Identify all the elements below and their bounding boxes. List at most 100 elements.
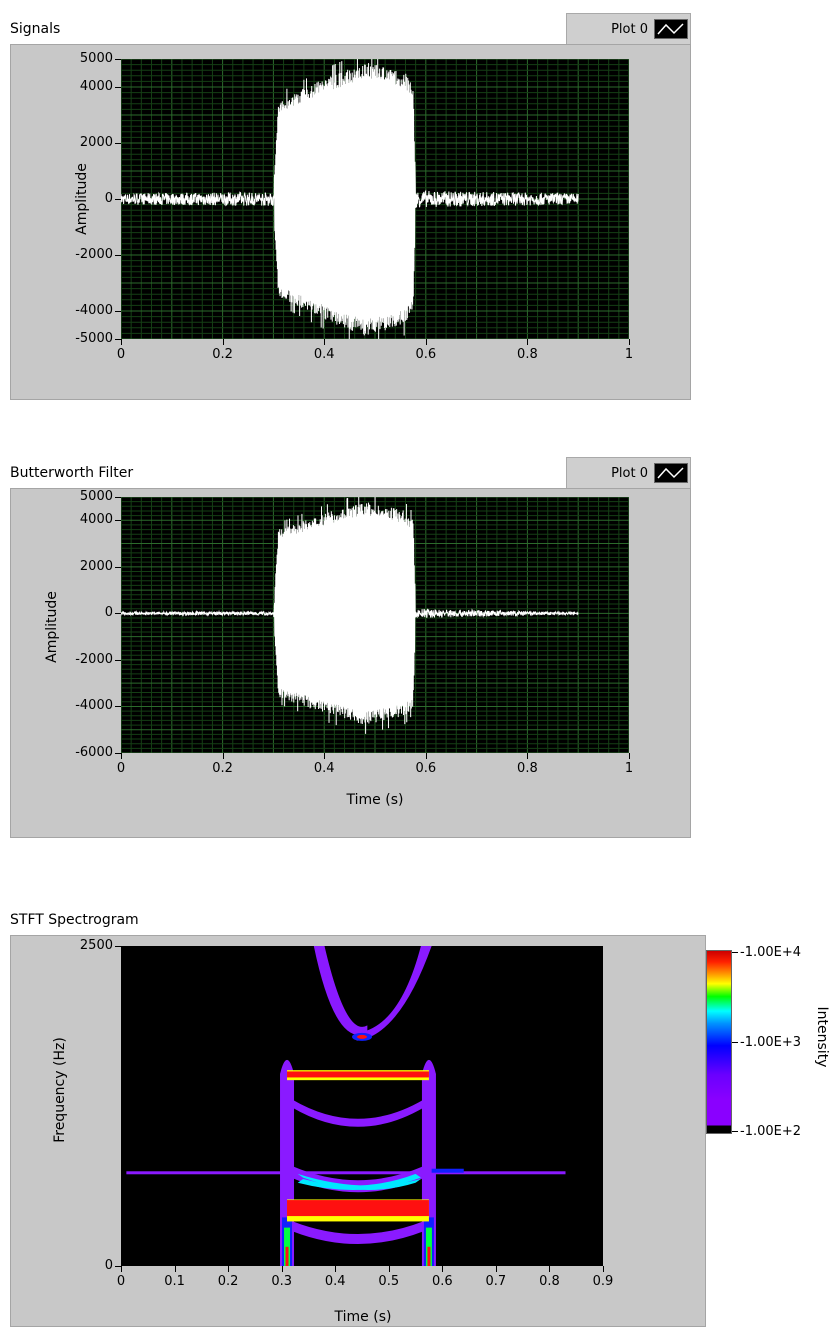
spectrogram-harmonic-arc	[292, 1221, 424, 1244]
spectrogram-x-tickmark	[281, 1266, 283, 1272]
line-plot-icon	[654, 19, 688, 39]
spectrogram-tone-line	[431, 1168, 464, 1173]
signals-y-tickmark	[115, 143, 121, 144]
spectrogram-x-tick-label: 0.6	[431, 1274, 453, 1289]
butterworth-y-tickmark	[115, 659, 121, 661]
signals-y-tickmark	[115, 339, 121, 340]
butterworth-plot-area[interactable]	[121, 497, 629, 753]
signals-y-tickmark	[115, 59, 121, 60]
spectrogram-offset-column	[427, 1246, 431, 1266]
spectrogram-x-tick-label: 0.7	[485, 1274, 507, 1289]
spectrogram-x-tickmark	[121, 1266, 122, 1272]
signals-y-tick-label: 4000	[79, 79, 113, 94]
signals-x-tick-label: 0.6	[415, 347, 437, 362]
signals-y-tickmark	[115, 255, 121, 256]
spectrogram-title: STFT Spectrogram	[10, 912, 139, 928]
signals-legend[interactable]: Plot 0	[566, 13, 691, 45]
spectrogram-x-tickmark	[442, 1266, 444, 1272]
spectrogram-upper-harmonic	[313, 946, 368, 1036]
spectrogram-harmonic-arc	[292, 1099, 424, 1127]
butterworth-x-tickmark	[324, 753, 326, 759]
butterworth-x-tick-label: 1	[624, 761, 634, 776]
signals-title: Signals	[10, 21, 61, 37]
colorbar-tickmark	[732, 952, 738, 953]
spectrogram-x-tickmark	[549, 1266, 551, 1272]
signals-y-tickmark	[115, 87, 121, 88]
signals-x-tickmark	[121, 339, 122, 345]
butterworth-title: Butterworth Filter	[10, 465, 134, 481]
butterworth-x-tick-label: 0	[116, 761, 126, 776]
butterworth-y-tickmark	[115, 520, 121, 522]
spectrogram-x-tickmark	[228, 1266, 230, 1272]
butterworth-legend-label: Plot 0	[611, 465, 648, 481]
signals-y-tick-label: 2000	[79, 135, 113, 150]
spectrogram-plot-area[interactable]	[121, 946, 603, 1266]
butterworth-x-tick-label: 0.4	[313, 761, 335, 776]
spectrogram-x-tickmark	[388, 1266, 390, 1272]
colorbar-tick-label: -1.00E+3	[740, 1035, 802, 1050]
butterworth-y-tickmark	[115, 497, 121, 498]
butterworth-series-plot-0	[121, 497, 579, 734]
signals-y-tick-label: -5000	[75, 331, 113, 346]
signals-y-tick-label: 0	[104, 191, 113, 206]
butterworth-x-axis-label: Time (s)	[346, 792, 404, 808]
butterworth-legend[interactable]: Plot 0	[566, 457, 691, 489]
signals-y-tickmark	[115, 199, 121, 200]
spectrogram-tone-line	[126, 1171, 566, 1175]
signals-x-tickmark	[629, 339, 630, 345]
butterworth-y-tick-label: 4000	[79, 512, 113, 528]
colorbar-title: Intensity	[814, 1006, 830, 1068]
spectrogram-x-tickmark	[174, 1266, 176, 1272]
butterworth-y-axis-label: Amplitude	[44, 591, 60, 663]
butterworth-y-tick-label: 0	[104, 605, 113, 621]
spectrogram-x-tick-label: 0.9	[592, 1274, 614, 1289]
signals-x-tick-label: 1	[624, 347, 634, 362]
signals-x-tick-label: 0	[116, 347, 126, 362]
signals-x-tick-label: 0.2	[212, 347, 233, 362]
signals-legend-label: Plot 0	[611, 21, 648, 37]
spectrogram-x-tick-label: 0.2	[217, 1274, 239, 1289]
colorbar-tickmark	[732, 1042, 738, 1043]
signals-x-tickmark	[324, 339, 326, 345]
butterworth-y-tickmark	[115, 753, 121, 754]
butterworth-y-tick-label: -2000	[75, 651, 113, 667]
signals-y-tick-label: 5000	[79, 51, 113, 66]
spectrogram-x-tick-label: 0	[116, 1274, 126, 1289]
line-plot-icon	[654, 463, 688, 483]
spectrogram-onset-column	[285, 1246, 289, 1266]
spectrogram-x-tickmark	[335, 1266, 337, 1272]
butterworth-x-tickmark	[425, 753, 427, 759]
spectrogram-harmonic-band-1500	[287, 1071, 429, 1078]
butterworth-y-tickmark	[115, 613, 121, 615]
spectrogram-x-tick-label: 0.1	[164, 1274, 185, 1289]
spectrogram-x-tick-label: 0.5	[378, 1274, 400, 1289]
spectrogram-fundamental-band	[287, 1200, 429, 1217]
signals-plot-area[interactable]	[121, 59, 629, 339]
spectrogram-y-axis-label: Frequency (Hz)	[52, 1037, 68, 1143]
butterworth-x-tick-label: 0.6	[415, 761, 437, 776]
butterworth-y-tickmark	[115, 706, 121, 708]
spectrogram-x-tick-label: 0.3	[271, 1274, 292, 1289]
spectrogram-x-tick-label: 0.8	[539, 1274, 560, 1289]
butterworth-y-tick-label: -4000	[75, 698, 113, 714]
butterworth-x-tickmark	[527, 753, 529, 759]
spectrogram-x-tickmark	[495, 1266, 497, 1272]
butterworth-x-tick-label: 0.8	[517, 761, 538, 776]
spectrogram-heatmap	[126, 946, 566, 1266]
butterworth-x-tickmark	[629, 753, 630, 759]
spectrogram-x-axis-label: Time (s)	[334, 1309, 392, 1325]
butterworth-y-tick-label: 5000	[79, 489, 113, 504]
spectrogram-y-tickmark	[115, 1266, 121, 1267]
signals-series-plot-0	[121, 59, 579, 339]
intensity-colorbar[interactable]	[706, 950, 732, 1134]
butterworth-y-tickmark	[115, 566, 121, 568]
spectrogram-y-tick-label: 2500	[79, 938, 113, 953]
spectrogram-y-tick-label: 0	[104, 1258, 113, 1273]
butterworth-y-tick-label: -6000	[75, 745, 113, 760]
butterworth-x-tickmark	[121, 753, 122, 759]
signals-x-tickmark	[222, 339, 224, 345]
butterworth-x-tick-label: 0.2	[212, 761, 233, 776]
spectrogram-x-tick-label: 0.4	[324, 1274, 346, 1289]
signals-y-tickmark	[115, 311, 121, 312]
spectrogram-y-tickmark	[115, 946, 121, 947]
